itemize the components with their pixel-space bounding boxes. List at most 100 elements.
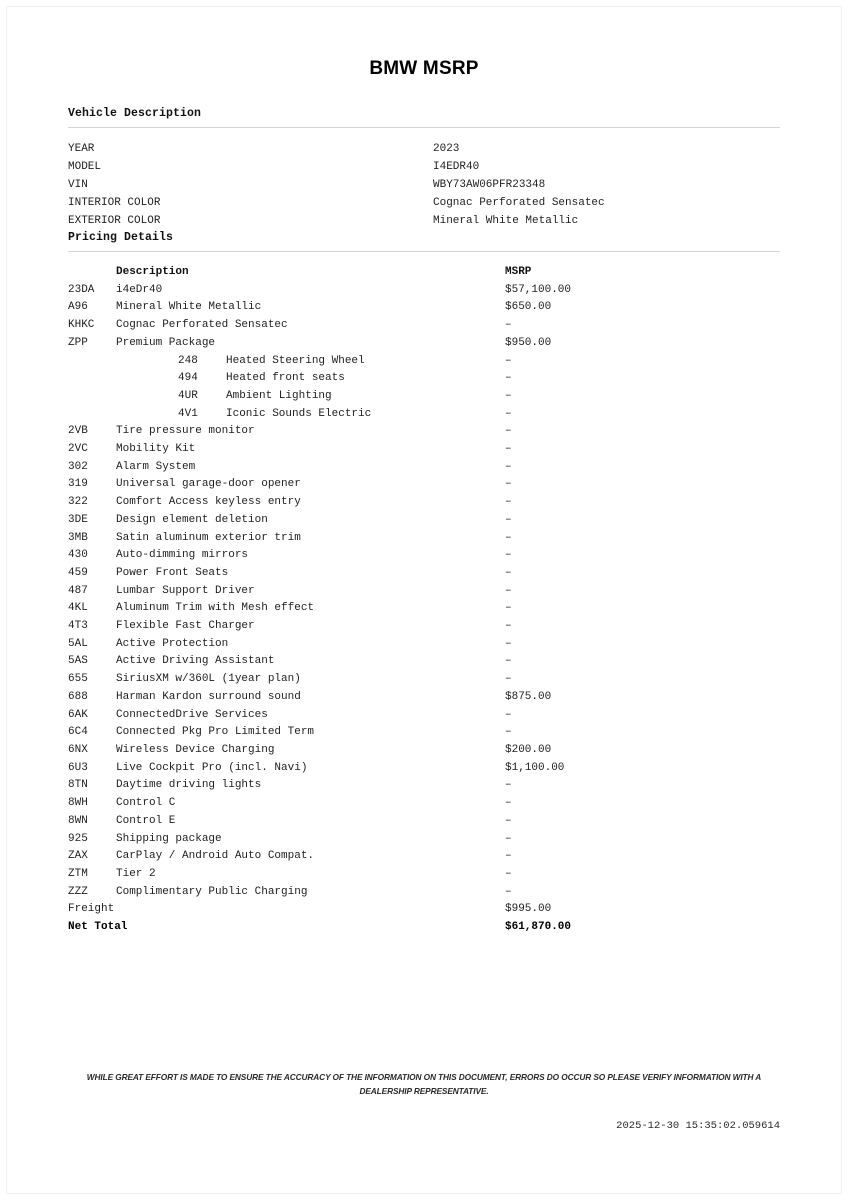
pricing-row: 925 Shipping package – [68,831,780,849]
option-msrp: – [505,319,512,332]
option-msrp: $650.00 [505,301,552,314]
option-code: 688 [68,690,88,703]
option-msrp: – [505,549,512,562]
option-msrp: – [505,885,512,898]
option-description: Premium Package [116,336,216,349]
pricing-section-divider [68,251,780,252]
vehicle-description-row: MODEL I4EDR40 [68,158,780,176]
option-code: 23DA [68,283,95,296]
vehicle-field-value: 2023 [433,143,460,155]
option-code: 8TN [68,779,88,792]
option-description: CarPlay / Android Auto Compat. [116,850,315,863]
option-description: Flexible Fast Charger [116,620,255,633]
option-msrp: – [505,496,512,509]
option-code-spacer [68,388,116,406]
sub-option-code: 494 [178,372,198,385]
option-msrp: – [505,708,512,721]
option-description: Comfort Access keyless entry [116,496,301,509]
option-msrp: – [505,602,512,615]
option-msrp: $200.00 [505,743,552,756]
vehicle-description-row: INTERIOR COLOR Cognac Perforated Sensatec [68,194,780,212]
option-description: Design element deletion [116,513,268,526]
pricing-row: 4KL Aluminum Trim with Mesh effect – [68,600,780,618]
pricing-row: 487 Lumbar Support Driver – [68,583,780,601]
option-msrp: – [505,531,512,544]
option-description: Harman Kardon surround sound [116,690,301,703]
option-code: 322 [68,496,88,509]
option-description: Mineral White Metallic [116,301,262,314]
option-code: ZAX [68,850,88,863]
option-description: SiriusXM w/360L (1year plan) [116,673,301,686]
vehicle-field-value: I4EDR40 [433,161,480,173]
option-description: Shipping package [116,832,222,845]
option-description: i4eDr40 [116,283,163,296]
sub-option-code: 248 [178,354,198,367]
option-code: 4KL [68,602,88,615]
pricing-row: 4UR Ambient Lighting – [68,388,780,406]
vehicle-field-label: VIN [68,179,88,191]
vehicle-field-label: MODEL [68,161,102,173]
option-description: Live Cockpit Pro (incl. Navi) [116,761,308,774]
pricing-row: 459 Power Front Seats – [68,565,780,583]
page-title: BMW MSRP [369,58,479,79]
option-code-spacer [68,353,116,371]
net-total-label: Net Total [68,921,128,934]
option-msrp: – [505,354,512,367]
option-msrp: – [505,513,512,526]
freight-row: Freight $995.00 [68,901,780,919]
option-code: 302 [68,460,88,473]
freight-msrp: $995.00 [505,903,552,916]
option-description: Complimentary Public Charging [116,885,308,898]
sub-option-description: Ambient Lighting [226,389,332,402]
document-footer: WHILE GREAT EFFORT IS MADE TO ENSURE THE… [68,1070,780,1132]
pricing-row: 248 Heated Steering Wheel – [68,353,780,371]
document-content: BMW MSRP Vehicle Description YEAR 2023 MOD… [68,0,780,937]
pricing-row: 5AS Active Driving Assistant – [68,653,780,671]
option-description: Universal garage-door opener [116,478,301,491]
pricing-row: 6C4 Connected Pkg Pro Limited Term – [68,724,780,742]
option-code: 319 [68,478,88,491]
pricing-row: 4T3 Flexible Fast Charger – [68,618,780,636]
pricing-table-header: Description MSRP [68,264,780,282]
option-msrp: – [505,389,512,402]
option-code: 3MB [68,531,88,544]
generated-timestamp: 2025-12-30 15:35:02.059614 [616,1120,780,1132]
option-description: Tire pressure monitor [116,425,255,438]
pricing-row: ZAX CarPlay / Android Auto Compat. – [68,848,780,866]
pricing-row: A96 Mineral White Metallic $650.00 [68,299,780,317]
net-total-amount: $61,870.00 [505,921,572,934]
column-header-description: Description [116,266,189,278]
option-msrp: – [505,584,512,597]
vehicle-field-value: Cognac Perforated Sensatec [433,197,605,209]
net-total-row: Net Total $61,870.00 [68,919,780,937]
option-msrp: – [505,797,512,810]
option-code: 430 [68,549,88,562]
option-msrp: – [505,814,512,827]
pricing-row: 2VC Mobility Kit – [68,441,780,459]
option-code: KHKC [68,319,95,332]
option-code: 487 [68,584,88,597]
pricing-row: 5AL Active Protection – [68,636,780,654]
pricing-row: 430 Auto-dimming mirrors – [68,547,780,565]
vehicle-section-divider [68,127,780,128]
option-msrp: $1,100.00 [505,761,565,774]
pricing-row: 2VB Tire pressure monitor – [68,423,780,441]
option-description: Satin aluminum exterior trim [116,531,301,544]
option-msrp: $875.00 [505,690,552,703]
option-code: ZZZ [68,885,88,898]
vehicle-field-value: Mineral White Metallic [433,215,579,227]
sub-option-description: Heated front seats [226,372,345,385]
vehicle-description-rows: YEAR 2023 MODEL I4EDR40 VIN WBY73AW06PFR23348… [68,140,780,230]
pricing-row: 6AK ConnectedDrive Services – [68,707,780,725]
vehicle-description-table: YEAR 2023 MODEL I4EDR40 VIN WBY73AW06PFR23348… [68,140,780,230]
header-code-spacer [68,264,116,282]
option-code: 925 [68,832,88,845]
vehicle-description-row: VIN WBY73AW06PFR23348 [68,176,780,194]
pricing-row: KHKC Cognac Perforated Sensatec – [68,317,780,335]
option-description: Tier 2 [116,867,156,880]
pricing-row: ZZZ Complimentary Public Charging – [68,884,780,902]
option-msrp: $57,100.00 [505,283,572,296]
option-description: Control C [116,797,176,810]
option-code: ZTM [68,867,88,880]
option-code: 5AL [68,637,88,650]
